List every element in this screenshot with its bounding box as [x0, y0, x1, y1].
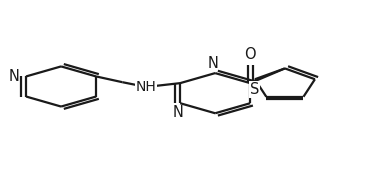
- Text: N: N: [208, 56, 219, 71]
- Text: NH: NH: [136, 80, 157, 94]
- Text: O: O: [244, 47, 256, 61]
- Text: N: N: [173, 105, 184, 120]
- Text: N: N: [8, 69, 19, 84]
- Text: S: S: [250, 82, 260, 97]
